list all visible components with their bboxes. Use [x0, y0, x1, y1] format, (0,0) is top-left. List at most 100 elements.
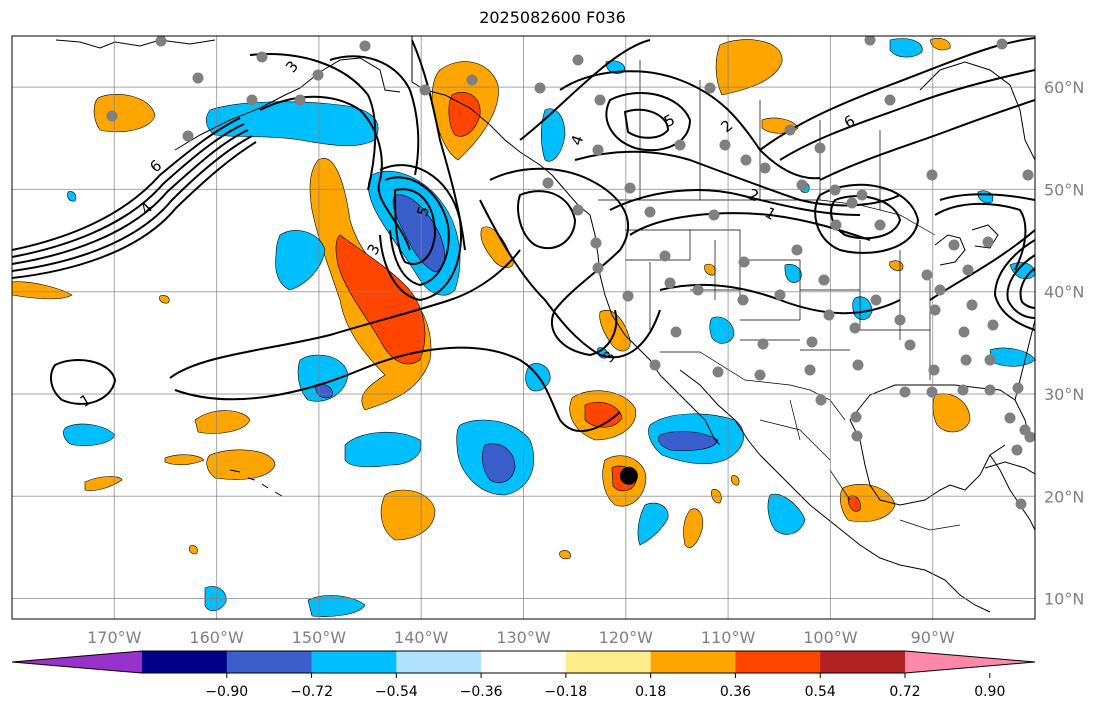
border-mexico-states	[759, 399, 961, 531]
station-dot	[664, 277, 676, 289]
colorbar-segment	[820, 651, 906, 673]
colorbar-tick-label: −0.54	[375, 684, 418, 700]
lon-tick-label: 160°W	[189, 628, 244, 647]
negative-region	[344, 431, 422, 468]
contour-line	[574, 150, 901, 207]
contour-line	[934, 202, 1027, 271]
station-dot	[674, 139, 686, 151]
station-dot	[806, 336, 818, 348]
contour-line	[12, 123, 245, 258]
negative-region-strong	[392, 194, 445, 273]
colorbar-segment	[142, 651, 228, 673]
negative-region	[275, 230, 326, 291]
station-dot	[1015, 498, 1027, 510]
coastline-central-america	[989, 454, 1035, 531]
station-dot	[958, 326, 970, 338]
plot-frame	[11, 35, 1036, 620]
coastline-great-lakes	[934, 224, 999, 266]
latitude-tick-labels: 10°N 20°N 30°N 40°N 50°N 60°N	[1044, 78, 1084, 608]
contour-line	[379, 164, 462, 302]
station-dot	[962, 264, 974, 276]
positive-region	[12, 281, 73, 300]
colorbar-tick-label: −0.90	[205, 684, 248, 700]
positive-region	[704, 263, 716, 276]
station-dot	[1011, 444, 1023, 456]
colorbar-tick-label: 0.90	[974, 684, 1005, 700]
coastline-baja	[659, 374, 721, 446]
lat-tick-label: 10°N	[1044, 590, 1084, 609]
positive-region	[206, 449, 276, 480]
station-dot	[928, 364, 940, 376]
contour-line	[814, 183, 920, 254]
station-dot	[359, 40, 371, 52]
station-dot	[692, 284, 704, 296]
negative-region-strong	[481, 443, 516, 483]
negative-region	[637, 502, 669, 546]
contour-line	[489, 167, 630, 357]
contour-line	[259, 95, 411, 251]
station-dot	[796, 179, 808, 191]
station-dot	[572, 204, 584, 216]
positive-region	[839, 484, 896, 523]
colorbar-segment	[396, 651, 482, 673]
colorbar-tick-label: 0.54	[805, 684, 836, 700]
station-dot	[851, 430, 863, 442]
station-dot	[294, 94, 306, 106]
lon-tick-label: 170°W	[87, 628, 142, 647]
colorbar-tick-labels: −0.90 −0.72 −0.54 −0.36 −0.18 0.18 0.36 0.54 0.7…	[205, 673, 1005, 700]
contour-line	[993, 239, 1035, 331]
station-dot	[757, 338, 769, 350]
station-dot	[921, 269, 933, 281]
colorbar-tick-label: −0.36	[460, 684, 503, 700]
contour-line	[329, 55, 420, 176]
station-dot	[966, 299, 978, 311]
coastline-cuba	[984, 461, 1035, 475]
station-dot	[815, 394, 827, 406]
positive-region	[559, 550, 571, 560]
colorbar-extend-low	[12, 651, 142, 673]
station-dot	[594, 94, 606, 106]
station-dot	[948, 239, 960, 251]
station-dot	[982, 236, 994, 248]
station-dot	[856, 189, 868, 201]
lon-tick-label: 120°W	[599, 628, 654, 647]
station-dot	[106, 110, 118, 122]
station-dot	[814, 142, 826, 154]
positive-region	[929, 38, 951, 51]
negative-region	[767, 493, 806, 535]
lon-tick-label: 110°W	[701, 628, 756, 647]
lat-tick-label: 60°N	[1044, 78, 1084, 97]
contour-line	[479, 199, 661, 359]
colorbar-segment	[481, 651, 567, 673]
coastline-gulf-mexico	[849, 419, 1006, 506]
station-dot	[622, 290, 634, 302]
station-dot	[1024, 431, 1035, 443]
contour-line	[517, 190, 577, 250]
political-borders	[598, 60, 961, 531]
station-dot	[904, 339, 916, 351]
station-dot	[894, 314, 906, 326]
station-dot	[592, 144, 604, 156]
positive-region	[164, 454, 205, 466]
negative-region	[63, 423, 116, 446]
contour-line	[174, 346, 621, 432]
station-dot	[804, 364, 816, 376]
colorbar-tick-label: 0.72	[889, 684, 920, 700]
station-dot	[850, 411, 862, 423]
station-dot	[419, 84, 431, 96]
contour-line	[12, 141, 257, 279]
station-dot	[864, 36, 876, 46]
station-dot	[987, 319, 999, 331]
station-dot	[984, 384, 996, 396]
station-dot	[929, 304, 941, 316]
station-dot	[934, 284, 946, 296]
contour-line	[830, 195, 902, 240]
colorbar-tick-label: −0.72	[290, 684, 333, 700]
positive-region	[715, 39, 783, 96]
station-dot	[542, 177, 554, 189]
station-dot	[740, 154, 752, 166]
coastline-gulf-us	[849, 384, 1031, 441]
colorbar-segment	[735, 651, 821, 673]
contour-line	[393, 188, 437, 265]
